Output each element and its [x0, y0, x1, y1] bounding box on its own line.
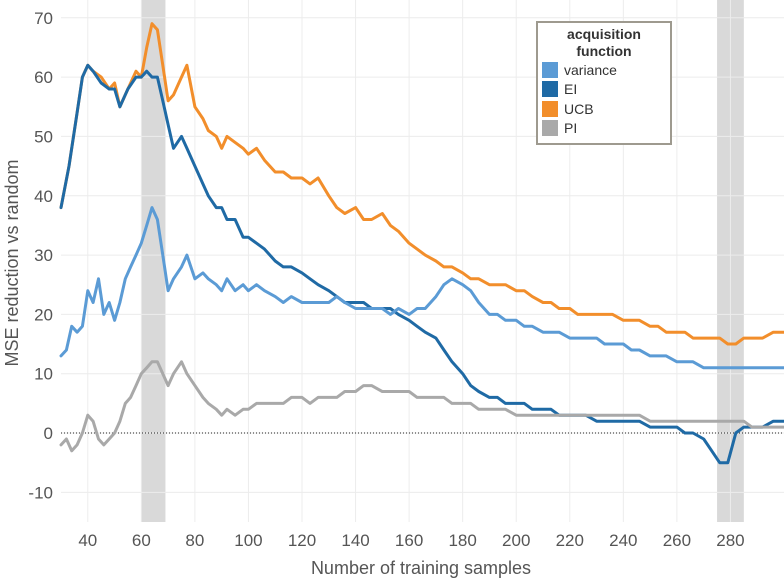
y-tick-label: 20	[34, 305, 53, 324]
legend: acquisition function variance EI UCB PI	[536, 21, 672, 145]
gridlines	[61, 0, 784, 522]
x-tick-label: 220	[556, 531, 584, 550]
y-tick-label: 30	[34, 246, 53, 265]
legend-label-variance: variance	[564, 61, 617, 78]
x-tick-label: 180	[448, 531, 476, 550]
y-axis-title: MSE reduction vs random	[2, 159, 22, 366]
y-tick-label: 60	[34, 68, 53, 87]
series-line-ucb	[59, 22, 784, 346]
series-line-pi	[59, 360, 784, 453]
legend-label-ucb: UCB	[564, 100, 594, 117]
x-tick-label: 280	[716, 531, 744, 550]
legend-item-ei[interactable]: EI	[542, 80, 670, 100]
y-tick-label: -10	[28, 483, 53, 502]
y-tick-label: 10	[34, 365, 53, 384]
legend-label-pi: PI	[564, 120, 578, 137]
y-tick-label: 50	[34, 127, 53, 146]
x-tick-label: 80	[185, 531, 204, 550]
legend-label-ei: EI	[564, 81, 578, 98]
legend-title: acquisition function	[567, 26, 641, 59]
series-line-variance	[59, 206, 784, 370]
legend-swatch-variance	[542, 61, 558, 78]
x-tick-label: 260	[663, 531, 691, 550]
y-tick-label: 70	[34, 9, 53, 28]
x-tick-label: 200	[502, 531, 530, 550]
x-tick-label: 140	[341, 531, 369, 550]
legend-swatch-pi	[542, 120, 558, 137]
y-tick-label: 0	[44, 424, 53, 443]
legend-swatch-ucb	[542, 100, 558, 117]
legend-items: variance EI UCB PI	[538, 60, 670, 138]
x-axis-title: Number of training samples	[311, 558, 531, 578]
legend-item-ucb[interactable]: UCB	[542, 99, 670, 119]
x-tick-label: 100	[234, 531, 262, 550]
x-tick-label: 120	[288, 531, 316, 550]
y-tick-label: 40	[34, 187, 53, 206]
axes: 40 60 80 100 120 140 160 180 200 220 240 260 280 -10 0…	[28, 9, 744, 550]
series-line-ei	[59, 63, 784, 465]
legend-item-pi[interactable]: PI	[542, 119, 670, 139]
highlight-band-0	[141, 0, 166, 522]
x-tick-label: 160	[395, 531, 423, 550]
x-tick-label: 240	[609, 531, 637, 550]
x-tick-label: 60	[132, 531, 151, 550]
legend-item-variance[interactable]: variance	[542, 60, 670, 80]
legend-swatch-ei	[542, 81, 558, 98]
x-tick-label: 40	[78, 531, 97, 550]
series-lines	[59, 22, 784, 465]
